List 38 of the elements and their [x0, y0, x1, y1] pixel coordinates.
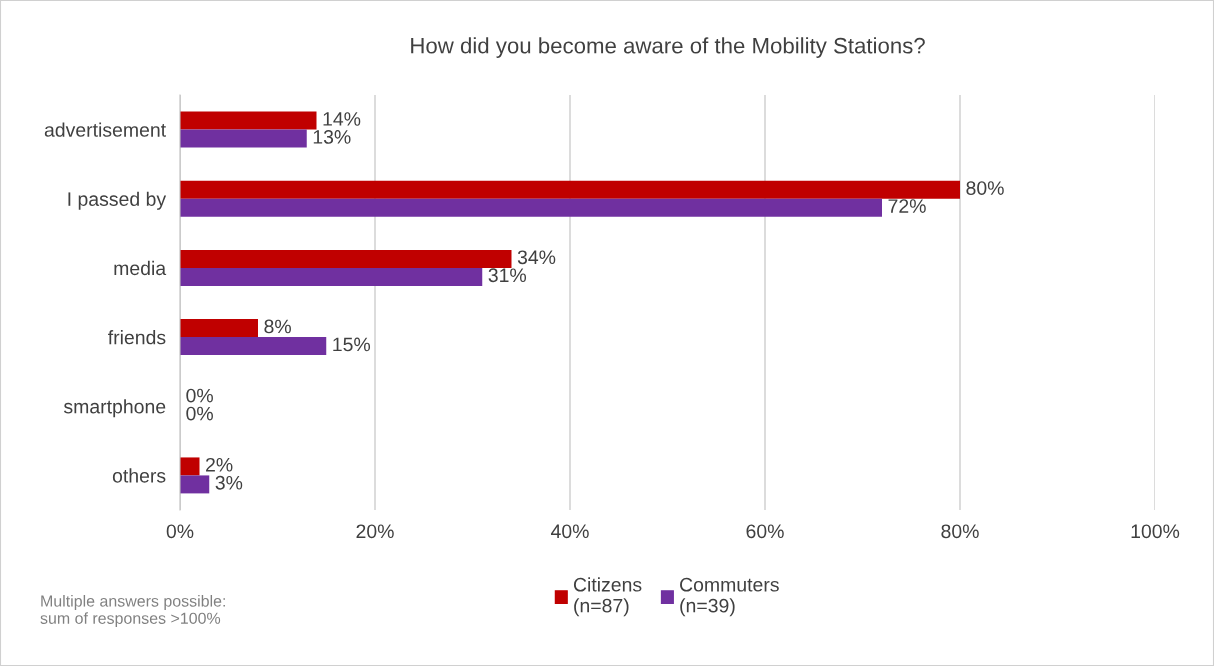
- data-label: 31%: [488, 268, 527, 283]
- bar: [180, 180, 960, 199]
- bar: [180, 198, 882, 217]
- x-tick-label: 80%: [941, 524, 979, 539]
- x-tick-label: 60%: [746, 524, 784, 539]
- bar: [180, 475, 210, 494]
- bar: [180, 337, 327, 356]
- data-label: 13%: [313, 130, 351, 144]
- y-tick-label: advertisement: [44, 122, 166, 137]
- y-tick-label: I passed by: [68, 191, 167, 210]
- data-label: 0%: [186, 406, 213, 421]
- data-label: 15%: [333, 337, 371, 352]
- bar: [180, 319, 258, 338]
- text: Multiple answers possible: sum of responses >100%: [40, 595, 225, 628]
- bar: [180, 111, 317, 130]
- data-label: 34%: [517, 250, 556, 265]
- data-label: 14%: [323, 112, 361, 126]
- y-tick-label: media: [114, 260, 167, 276]
- legend-label: Commuters (n=39): [680, 577, 779, 617]
- x-tick-label: 40%: [550, 524, 589, 539]
- chart-title: How did you become aware of the Mobility Stations?: [411, 37, 925, 58]
- legend-label: Citizens (n=87): [573, 577, 642, 617]
- data-label: 8%: [264, 319, 291, 334]
- x-tick-label: 100%: [1131, 524, 1180, 539]
- bar: [180, 249, 512, 268]
- data-label: 72%: [888, 199, 926, 213]
- data-label: 0%: [186, 388, 213, 403]
- y-tick-label: others: [112, 468, 166, 483]
- bar: [180, 267, 483, 286]
- data-label: 2%: [206, 457, 233, 472]
- y-tick-label: friends: [108, 330, 166, 345]
- bar: [180, 457, 200, 476]
- bar: [180, 129, 307, 148]
- data-label: 80%: [966, 181, 1004, 195]
- y-tick-label: smartphone: [63, 399, 166, 418]
- x-tick-label: 20%: [356, 524, 394, 539]
- data-label: 3%: [215, 475, 243, 490]
- x-tick-label: 0%: [166, 524, 194, 539]
